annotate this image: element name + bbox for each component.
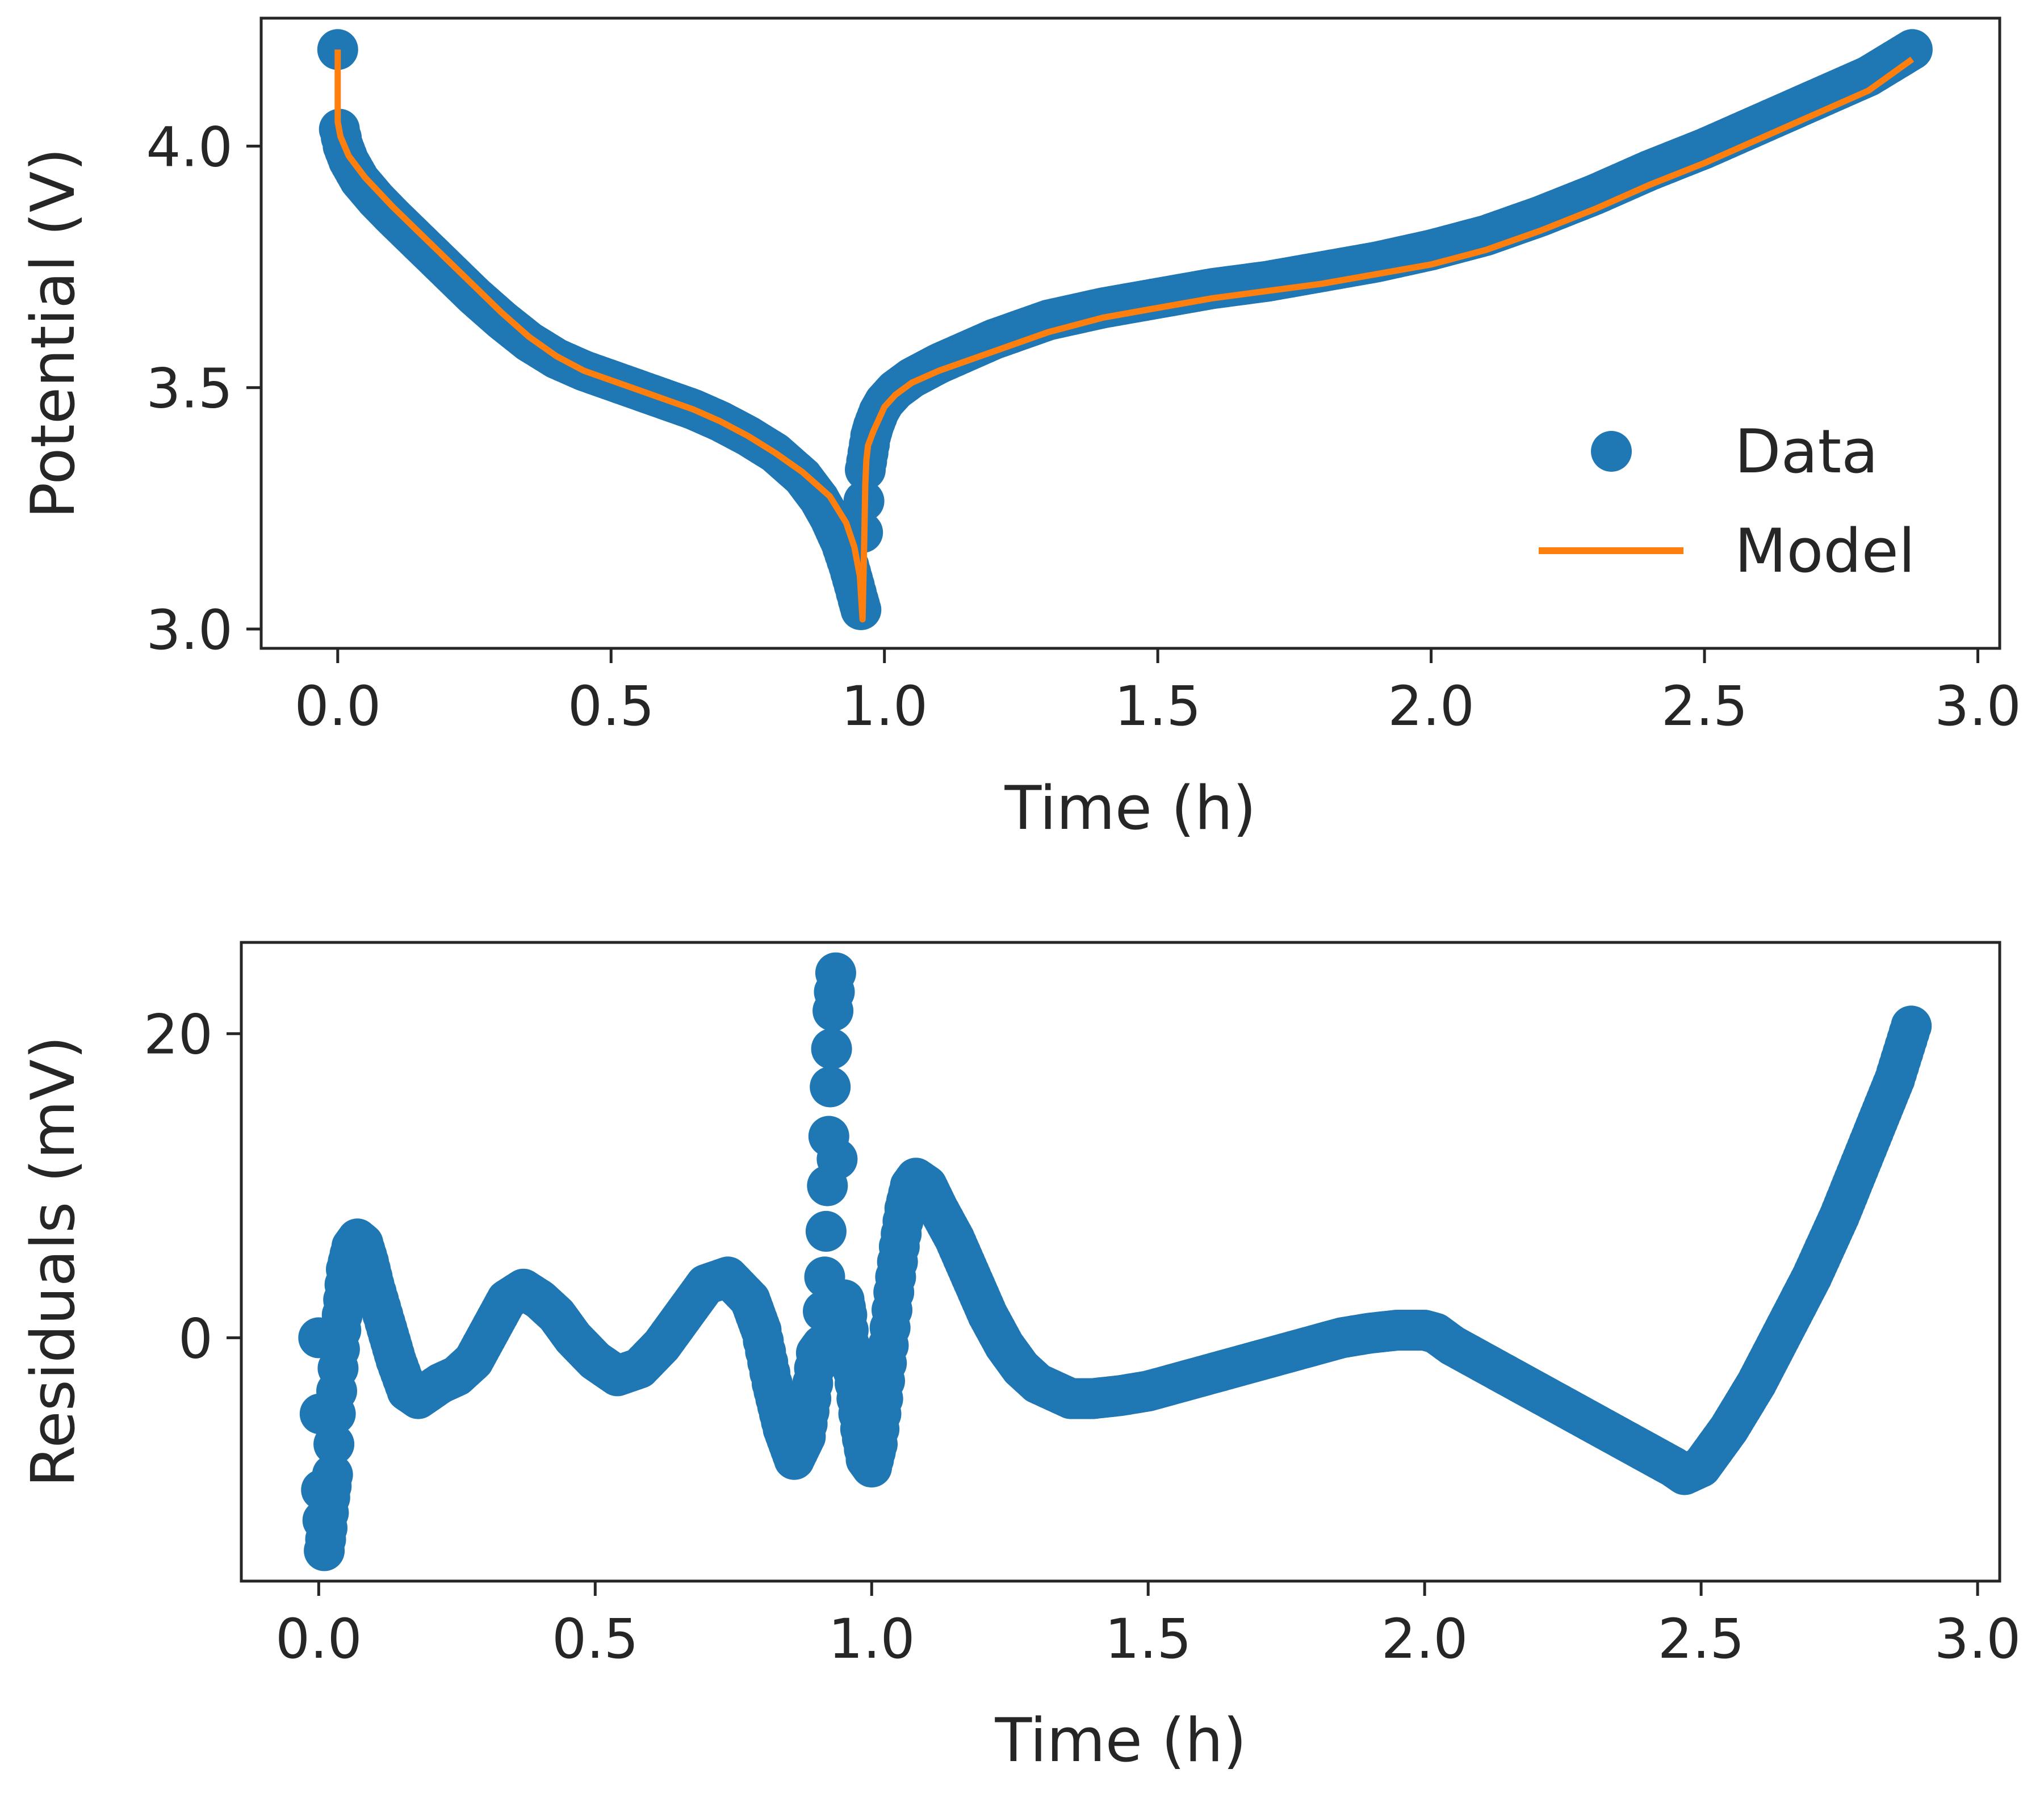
legend-model-label: Model (1735, 516, 1915, 586)
legend-data-marker (1591, 431, 1632, 472)
potential-x-tick-label: 1.0 (841, 674, 928, 738)
legend: Data Model (1539, 417, 1915, 586)
potential-x-tick-label: 0.5 (568, 674, 655, 738)
residuals-x-tick-label: 3.0 (1934, 1607, 2021, 1671)
residuals-data-point (816, 1138, 858, 1180)
residuals-data-point (313, 1423, 355, 1465)
potential-y-ticks: 3.0 3.5 4.0 (146, 115, 261, 662)
residuals-chart: 0.0 0.5 1.0 1.5 2.0 2.5 3.0 0 20 Time (h) Resid… (18, 941, 2021, 1775)
residuals-y-tick-label: 0 (178, 1307, 213, 1370)
potential-x-tick-label: 3.0 (1934, 674, 2021, 738)
residuals-data-point (805, 1210, 847, 1252)
residuals-y-axis-label: Residuals (mV) (18, 1036, 88, 1487)
residuals-data-point (811, 1028, 852, 1070)
legend-data-label: Data (1735, 417, 1878, 487)
potential-y-axis-label: Potential (V) (18, 148, 88, 518)
potential-x-tick-label: 2.5 (1661, 674, 1748, 738)
potential-plot-area (317, 29, 1933, 630)
potential-model-line (334, 49, 1915, 623)
residuals-x-tick-label: 1.5 (1105, 1607, 1192, 1671)
residuals-x-ticks: 0.0 0.5 1.0 1.5 2.0 2.5 3.0 (275, 1581, 2021, 1671)
residuals-x-tick-label: 1.0 (828, 1607, 915, 1671)
potential-axes-frame (259, 16, 2001, 650)
potential-x-axis-label: Time (h) (1004, 773, 1256, 843)
residuals-y-ticks: 0 20 (144, 1003, 241, 1370)
potential-x-tick-label: 2.0 (1388, 674, 1475, 738)
potential-y-tick-label: 3.5 (146, 357, 233, 421)
potential-x-ticks: 0.0 0.5 1.0 1.5 2.0 2.5 3.0 (294, 648, 2021, 738)
potential-x-tick-label: 1.5 (1115, 674, 1201, 738)
residuals-plot-area (298, 952, 1932, 1571)
residuals-x-axis-label: Time (h) (995, 1705, 1247, 1775)
residuals-data-point (810, 1066, 851, 1108)
potential-y-tick-label: 3.0 (146, 598, 233, 662)
potential-x-tick-label: 0.0 (294, 674, 381, 738)
residuals-axes-frame (240, 941, 2001, 1583)
residuals-y-tick-label: 20 (144, 1003, 213, 1067)
potential-data-point (1891, 29, 1933, 70)
residuals-x-tick-label: 0.0 (275, 1607, 362, 1671)
residuals-data-point (1891, 1005, 1932, 1047)
potential-y-tick-label: 4.0 (146, 115, 233, 179)
residuals-residuals-series (298, 952, 1932, 1571)
residuals-x-tick-label: 0.5 (552, 1607, 639, 1671)
residuals-data-point (815, 952, 856, 994)
residuals-data-point (312, 1454, 353, 1495)
residuals-x-tick-label: 2.5 (1658, 1607, 1745, 1671)
residuals-x-tick-label: 2.0 (1381, 1607, 1468, 1671)
potential-chart: 0.0 0.5 1.0 1.5 2.0 2.5 3.0 3.0 3.5 4.0 Time (h)… (18, 16, 2021, 843)
